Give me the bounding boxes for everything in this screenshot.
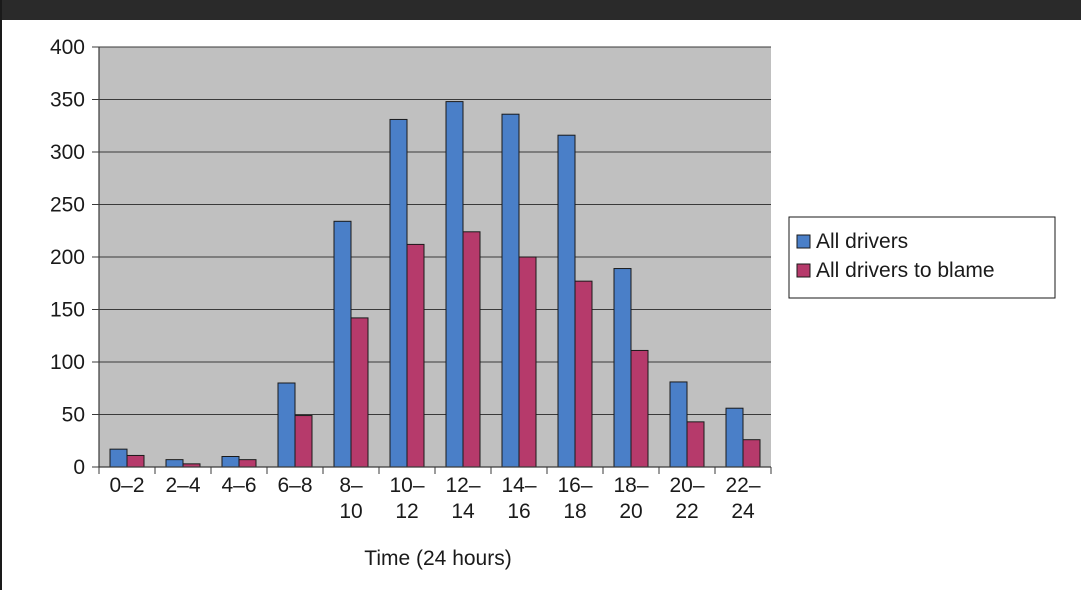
- y-tick-label: 0: [73, 456, 85, 479]
- bar-all-drivers-to-blame: [574, 280, 593, 468]
- x-tick-label: 0–2: [109, 474, 144, 497]
- bar-all-drivers-to-blame: [518, 256, 537, 468]
- x-tick-label: 6–8: [277, 474, 312, 497]
- legend-swatch: [796, 263, 811, 278]
- x-tick-label: 14– 16: [501, 474, 536, 523]
- bar-all-drivers-to-blame: [406, 243, 425, 468]
- bar-all-drivers: [725, 407, 744, 468]
- bar-all-drivers: [501, 113, 520, 468]
- bar-all-drivers-to-blame: [462, 231, 481, 468]
- x-tick-label: 18– 20: [613, 474, 648, 523]
- bar-all-drivers: [277, 382, 296, 468]
- gridlines: [99, 46, 771, 415]
- bar-all-drivers-to-blame: [238, 459, 257, 468]
- x-tick-label: 20– 22: [669, 474, 704, 523]
- y-tick-label: 350: [50, 89, 85, 112]
- x-tick-label: 2–4: [165, 474, 200, 497]
- bar-all-drivers: [445, 101, 464, 468]
- y-tick-label: 400: [50, 36, 85, 59]
- legend-swatch: [796, 234, 811, 249]
- legend: All drivers All drivers to blame: [788, 216, 1056, 299]
- bar-all-drivers-to-blame: [686, 421, 705, 468]
- legend-box: [788, 216, 1056, 299]
- bar-all-drivers: [669, 381, 688, 468]
- bar-all-drivers-to-blame: [294, 415, 313, 468]
- y-tick-label: 250: [50, 194, 85, 217]
- x-tick-label: 8– 10: [339, 474, 363, 523]
- bar-all-drivers-to-blame: [742, 439, 761, 468]
- legend-label: All drivers: [816, 230, 908, 253]
- y-tick-label: 50: [62, 404, 85, 427]
- bar-all-drivers: [165, 459, 184, 468]
- bar-all-drivers: [613, 268, 632, 468]
- x-tick-labels: 0–2 2–4 4–6 6–8 8– 10 10– 12 12– 14 14– 16 16– 18 18– 2…: [109, 474, 760, 523]
- bar-all-drivers-to-blame: [630, 349, 649, 468]
- bar-all-drivers: [389, 118, 408, 468]
- bar-all-drivers: [557, 134, 576, 468]
- x-tick-label: 22– 24: [725, 474, 760, 523]
- x-tick-label: 4–6: [221, 474, 256, 497]
- bar-all-drivers-to-blame: [350, 317, 369, 468]
- x-tick-label: 16– 18: [557, 474, 592, 523]
- legend-label: All drivers to blame: [816, 259, 995, 282]
- y-tick-label: 150: [50, 299, 85, 322]
- axes: [92, 46, 772, 474]
- bar-all-drivers: [221, 456, 240, 468]
- y-tick-label: 200: [50, 246, 85, 269]
- bar-all-drivers: [109, 448, 128, 468]
- x-tick-label: 10– 12: [389, 474, 424, 523]
- bar-all-drivers-to-blame: [126, 454, 145, 468]
- y-tick-label: 100: [50, 351, 85, 374]
- top-bar: [2, 0, 1081, 20]
- y-tick-label: 300: [50, 141, 85, 164]
- x-axis-title: Time (24 hours): [364, 547, 511, 570]
- bar-all-drivers: [333, 220, 352, 468]
- x-tick-label: 12– 14: [445, 474, 480, 523]
- y-tick-labels: 0 50 100 150 200 250 300 350 400: [50, 36, 85, 479]
